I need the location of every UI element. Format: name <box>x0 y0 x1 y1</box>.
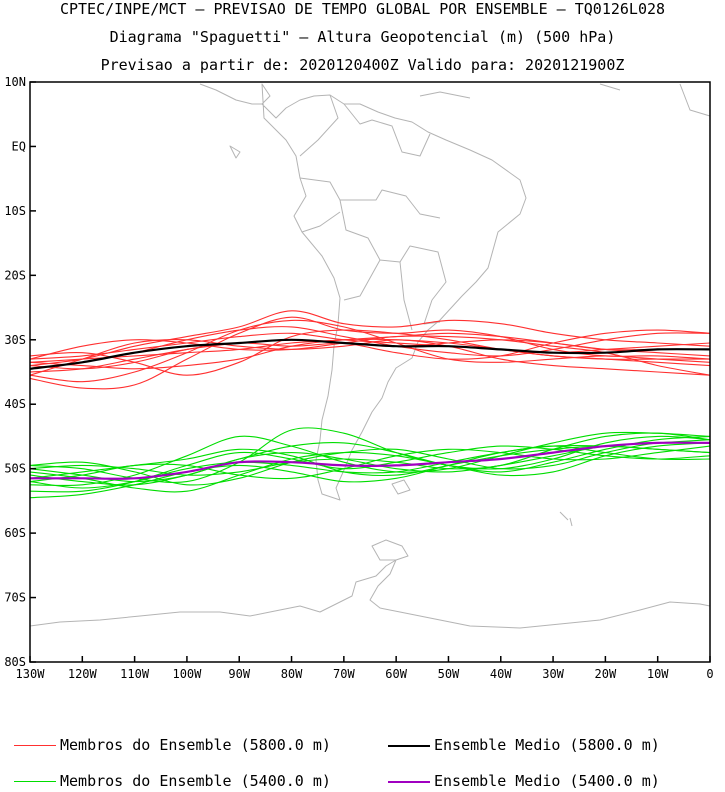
legend-swatch-mean-5400 <box>388 780 430 783</box>
mean-line-3-0 <box>30 441 711 480</box>
y-tick-label: 10S <box>4 204 26 218</box>
islands-east <box>229 145 573 527</box>
plot-frame <box>29 81 711 663</box>
x-tick-label: 120W <box>68 667 98 681</box>
country-borders <box>299 94 447 331</box>
central-america-coast <box>199 83 711 117</box>
x-tick-label: 10W <box>647 667 669 681</box>
x-tick-label: 50W <box>438 667 460 681</box>
title-line-1: CPTEC/INPE/MCT – PREVISAO DE TEMPO GLOBA… <box>59 0 666 18</box>
legend-item-mean-5400: Ensemble Medio (5400.0 m) <box>388 772 660 790</box>
member-line-0-2 <box>29 319 711 383</box>
member-line-0-3 <box>29 310 711 367</box>
member-line-2-2 <box>29 441 711 486</box>
legend-label-members-5400: Membros do Ensemble (5400.0 m) <box>60 772 331 790</box>
x-tick-label: 60W <box>385 667 407 681</box>
member-line-2-8 <box>29 432 711 476</box>
member-line-0-5 <box>29 339 711 376</box>
member-line-2-11 <box>29 445 711 489</box>
south-america-coast <box>261 83 527 501</box>
legend-item-mean-5800: Ensemble Medio (5800.0 m) <box>388 736 660 754</box>
member-line-0-0 <box>29 332 711 360</box>
legend-swatch-members-5400 <box>14 781 56 782</box>
y-tick-label: 30S <box>4 333 26 347</box>
member-line-2-4 <box>29 442 711 493</box>
x-tick-label: 100W <box>172 667 202 681</box>
title-line-2: Diagrama "Spaguetti" – Altura Geopotenci… <box>109 28 616 46</box>
title-line-3: Previsao a partir de: 2020120400Z Valido… <box>100 56 625 74</box>
y-tick-label: 80S <box>4 655 26 669</box>
y-tick-label: 60S <box>4 526 26 540</box>
legend-label-mean-5400: Ensemble Medio (5400.0 m) <box>434 772 660 790</box>
member-line-0-10 <box>29 329 711 373</box>
x-tick-label: 40W <box>490 667 512 681</box>
x-tick-label: 80W <box>281 667 303 681</box>
legend-label-mean-5800: Ensemble Medio (5800.0 m) <box>434 736 660 754</box>
series-layer <box>29 310 711 499</box>
x-tick-label: 130W <box>16 667 46 681</box>
mean-line-1-0 <box>29 338 711 370</box>
x-tick-label: 110W <box>120 667 150 681</box>
coastline-map <box>29 83 711 629</box>
legend-label-members-5800: Membros do Ensemble (5800.0 m) <box>60 736 331 754</box>
y-tick-label: EQ <box>12 139 26 153</box>
x-tick-label: 70W <box>333 667 355 681</box>
y-tick-label: 20S <box>4 268 26 282</box>
member-line-0-4 <box>29 316 711 390</box>
legend-item-members-5800: Membros do Ensemble (5800.0 m) <box>14 736 331 754</box>
antarctica-coast <box>29 539 711 629</box>
x-tick-label: 30W <box>542 667 564 681</box>
legend-swatch-members-5800 <box>14 745 56 746</box>
legend-item-members-5400: Membros do Ensemble (5400.0 m) <box>14 772 331 790</box>
member-line-2-3 <box>29 431 711 487</box>
y-tick-label: 50S <box>4 462 26 476</box>
legend-swatch-mean-5800 <box>388 744 430 747</box>
x-tick-label: 0 <box>706 667 713 681</box>
member-line-0-7 <box>29 329 711 376</box>
member-line-0-11 <box>29 332 710 363</box>
spaghetti-chart: 130W 120W 110W 100W 90W 80W 70W 60W 50W 40W 30W 20W… <box>4 75 713 681</box>
axes: 130W 120W 110W 100W 90W 80W 70W 60W 50W 40W 30W 20W… <box>4 75 713 681</box>
y-tick-label: 10N <box>4 75 26 89</box>
member-line-2-9 <box>29 445 711 483</box>
x-tick-label: 90W <box>228 667 250 681</box>
y-tick-label: 70S <box>4 591 26 605</box>
member-line-2-6 <box>29 435 711 486</box>
y-tick-label: 40S <box>4 397 26 411</box>
falklands <box>391 479 411 495</box>
x-tick-label: 20W <box>595 667 617 681</box>
